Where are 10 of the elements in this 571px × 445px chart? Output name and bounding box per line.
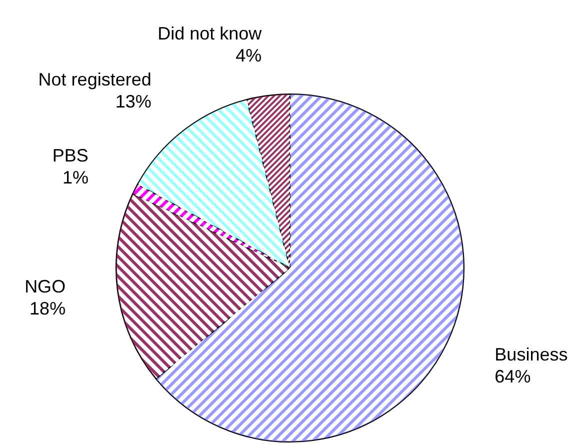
data-label: 18%	[30, 298, 66, 318]
data-label: 13%	[115, 91, 152, 112]
slice-label: Did not know	[158, 24, 263, 44]
data-label: 1%	[62, 167, 88, 188]
slice-label: NGO	[24, 276, 66, 296]
data-label: 64%	[494, 366, 531, 386]
data-label: 4%	[236, 46, 262, 66]
slice-label: PBS	[52, 145, 88, 166]
slice-label: Business	[494, 344, 568, 364]
slice-label: Not registered	[38, 69, 152, 90]
